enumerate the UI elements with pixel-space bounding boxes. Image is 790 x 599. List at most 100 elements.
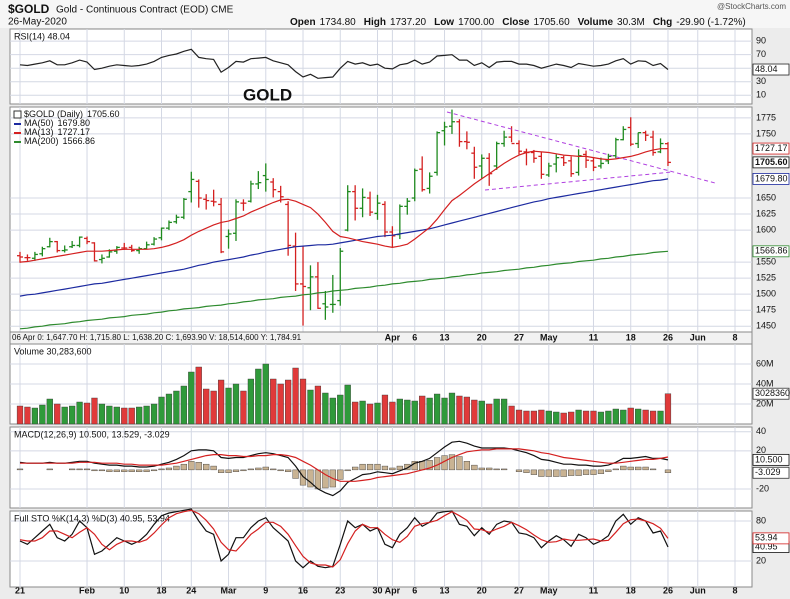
bar	[136, 469, 143, 472]
bar	[329, 397, 336, 425]
bar	[128, 469, 135, 472]
x-tick-label: 18	[626, 332, 636, 342]
bar	[344, 469, 351, 472]
bar	[352, 401, 359, 425]
x-tick-label: Jun	[690, 585, 706, 595]
bar	[620, 409, 627, 425]
bar	[486, 467, 493, 471]
bar	[98, 469, 106, 472]
bar	[463, 396, 470, 425]
bar	[441, 397, 448, 425]
bar	[642, 466, 649, 471]
bar	[627, 407, 634, 425]
y-tick-label: 1525	[756, 273, 776, 283]
bar	[605, 410, 612, 425]
bar	[642, 409, 649, 425]
bar	[515, 469, 523, 472]
bar	[54, 403, 61, 425]
x-tick-label: 27	[514, 585, 524, 595]
y-tick-label: 40M	[756, 378, 774, 388]
bar	[83, 468, 91, 471]
bar	[448, 392, 456, 425]
bar	[471, 464, 478, 471]
bar	[180, 385, 187, 425]
value-tag: 10.500	[755, 454, 783, 464]
bar	[158, 396, 165, 425]
bar	[113, 469, 120, 472]
bar	[404, 463, 411, 471]
bar	[150, 403, 158, 425]
bar	[612, 468, 619, 471]
bar	[16, 405, 24, 425]
bar	[508, 405, 515, 425]
credit: @StockCharts.com	[717, 2, 786, 11]
bar	[240, 469, 247, 472]
bar	[553, 469, 560, 477]
trend-line	[446, 111, 716, 184]
y-tick-label: 20	[756, 445, 766, 455]
legend-entry: MA(200) 1566.86	[24, 136, 95, 146]
bar	[24, 406, 31, 425]
bar	[210, 465, 217, 471]
bar	[582, 469, 590, 475]
bar	[374, 402, 381, 425]
bar	[285, 379, 292, 425]
bar	[307, 469, 314, 488]
bar	[657, 410, 664, 425]
value-tag: 30283600	[755, 388, 790, 398]
y-tick-label: -20	[756, 483, 769, 493]
bar	[217, 469, 225, 473]
value-tag: 1679.80	[755, 173, 788, 183]
legend-value: 1727.17	[58, 127, 91, 137]
bar	[515, 409, 523, 425]
bar	[523, 410, 530, 425]
bar	[69, 405, 76, 425]
value-tag-box	[752, 245, 790, 258]
value-tag: 53.94	[755, 533, 778, 543]
bar	[314, 469, 322, 490]
bar	[255, 467, 262, 471]
bar	[575, 469, 582, 476]
bar	[128, 407, 135, 425]
bar	[620, 465, 627, 471]
x-tick-label: 21	[15, 585, 25, 595]
bar	[389, 401, 396, 425]
bar	[374, 463, 381, 471]
value-tag-box	[752, 142, 790, 155]
bar	[225, 387, 232, 425]
bar	[76, 468, 83, 471]
bar	[649, 410, 657, 425]
bar	[232, 469, 240, 472]
x-tick-label: 6	[412, 332, 417, 342]
bar	[188, 371, 195, 425]
bar	[180, 463, 187, 471]
bar	[277, 383, 284, 425]
x-tick-label: Apr	[385, 332, 401, 342]
bar	[91, 469, 98, 472]
x-tick-label: May	[540, 332, 558, 342]
quote-label: High	[364, 17, 386, 28]
bar	[299, 378, 307, 425]
bar	[240, 390, 247, 425]
bar	[493, 398, 500, 425]
y-tick-label: 1450	[756, 321, 776, 331]
bar	[411, 400, 418, 425]
bar	[322, 392, 329, 425]
y-tick-label: 1500	[756, 289, 776, 299]
x-tick-label: 20	[477, 332, 487, 342]
bar	[83, 402, 91, 425]
bar	[538, 469, 545, 477]
bar	[299, 469, 307, 486]
bar	[590, 410, 597, 425]
value-tag: 1566.86	[755, 246, 788, 256]
value-tag: 40.95	[755, 541, 778, 551]
bar	[173, 465, 180, 471]
bar	[597, 411, 605, 425]
y-tick-label: 20M	[756, 398, 774, 408]
x-tick-label: 18	[626, 585, 636, 595]
bar	[203, 388, 210, 425]
bar	[426, 460, 433, 471]
x-tick-label: 11	[589, 585, 599, 595]
y-tick-label: 70	[756, 49, 766, 59]
bar	[605, 469, 612, 472]
